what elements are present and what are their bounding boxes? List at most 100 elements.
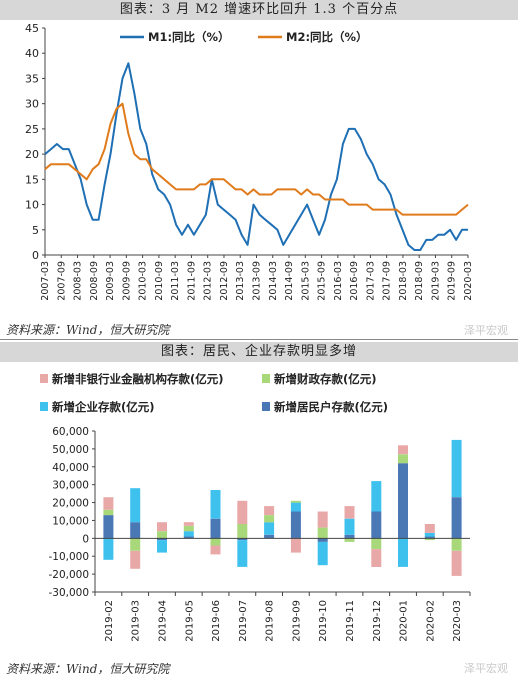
chart2-x-tick-label: 2019-06: [211, 600, 222, 642]
chart1-x-tick-label: 2010-03: [138, 261, 149, 301]
chart1-x-tick-label: 2016-09: [349, 261, 360, 301]
chart2-bar-household: [398, 463, 408, 539]
chart1-x-tick-label: 2012-09: [219, 261, 230, 301]
chart1-x-tick-label: 2019-03: [430, 261, 441, 301]
chart2-bar-fiscal: [237, 524, 248, 539]
chart2-legend-swatch: [40, 402, 48, 411]
chart2-x-tick-label: 2019-02: [104, 600, 115, 642]
chart1-y-tick-label: 30: [25, 98, 39, 111]
chart1-y-axis: 0 5 10 15 20 25 30 35 40 45: [25, 22, 45, 262]
chart2-bar-fiscal: [290, 500, 301, 503]
chart2-y-axis: -30,000 -20,000 -10,000 0 10,000 20,000 30,000…: [48, 426, 96, 599]
chart1-x-tick-label: 2015-09: [317, 261, 328, 301]
chart1-legend-label: M1:同比（%）: [148, 30, 230, 44]
chart2-bar-household: [103, 515, 114, 539]
chart1-x-tick-label: 2008-03: [73, 261, 84, 301]
chart2-x-tick-label: 2019-08: [265, 600, 276, 642]
chart2-bar-fiscal: [398, 454, 408, 464]
chart1-x-tick-label: 2012-03: [203, 261, 214, 301]
chart2-y-tick-label: -10,000: [48, 551, 89, 563]
chart2-bar-fiscal: [130, 538, 141, 551]
chart2-bar-corp: [157, 540, 167, 553]
chart1-x-tick-label: 2007-09: [56, 261, 67, 301]
chart2-x-tick-label: 2019-04: [157, 600, 168, 642]
chart2-bar-corp: [317, 541, 328, 566]
chart2-bar-corp: [371, 481, 382, 512]
chart2-source: 资料来源：Wind，恒大研究院: [6, 662, 170, 676]
chart2-y-tick-label: -20,000: [48, 569, 89, 581]
chart1-x-tick-label: 2009-09: [121, 261, 132, 301]
chart2-bar-corp: [398, 538, 408, 567]
chart2-y-tick-label: 20,000: [52, 498, 89, 510]
chart2-legend: 新增非银行业金融机构存款(亿元) 新增财政存款(亿元) 新增企业存款(亿元) 新增居民…: [40, 372, 388, 414]
chart1-x-tick-label: 2011-03: [170, 261, 181, 301]
chart2-bar-fiscal: [344, 538, 355, 542]
chart1-series-m1-line: [44, 62, 468, 251]
chart1-x-tick-label: 2007-03: [40, 261, 51, 301]
chart2-bar-fiscal: [210, 538, 221, 546]
chart2-x-tick-label: 2019-05: [184, 600, 195, 642]
chart2-bar-nonbank: [103, 497, 114, 510]
chart2-bar-corp: [237, 540, 248, 567]
chart1-source: 资料来源：Wind，恒大研究院: [6, 323, 170, 337]
chart2-bar-corp: [130, 488, 141, 523]
chart2-y-tick-label: -30,000: [48, 587, 89, 599]
divider-1: [0, 339, 518, 340]
chart2-svg: 新增非银行业金融机构存款(亿元) 新增财政存款(亿元) 新增企业存款(亿元) 新增居民…: [40, 372, 471, 642]
chart2-bar-corp: [183, 531, 194, 537]
chart1-y-tick-label: 15: [25, 173, 39, 186]
chart1-y-tick-label: 25: [25, 123, 39, 136]
chart1-x-tick-label: 2013-03: [235, 261, 246, 301]
chart2-bar-household: [344, 534, 355, 539]
chart2-y-tick-label: 30,000: [52, 480, 89, 492]
chart2-bar-fiscal: [183, 525, 194, 532]
chart1-y-tick-label: 0: [32, 249, 39, 262]
chart1-y-tick-label: 5: [32, 224, 39, 237]
chart1-x-tick-label: 2017-09: [382, 261, 393, 301]
chart2-legend-swatch: [40, 374, 48, 383]
chart1-legend-label: M2:同比（%）: [286, 30, 368, 44]
chart2-y-tick-label: 0: [82, 533, 89, 545]
chart1-series: [44, 62, 469, 251]
chart2-x-tick-label: 2020-03: [452, 600, 463, 642]
chart2-bar-nonbank: [451, 550, 462, 576]
chart2-x-tick-label: 2019-11: [345, 600, 356, 642]
chart2-x-tick-label: 2020-02: [425, 600, 436, 642]
watermark-1: 泽平宏观: [464, 324, 508, 337]
chart1-x-tick-label: 2014-03: [268, 261, 279, 301]
chart2-legend-label: 新增非银行业金融机构存款(亿元): [52, 372, 224, 386]
chart1-svg: 0 5 10 15 20 25 30 35 40 45 2007-03 2007-09 2008-03…: [25, 22, 474, 301]
chart1-title: 图表：3 月 M2 增速环比回升 1.3 个百分点: [0, 0, 518, 20]
chart2-bar-nonbank: [317, 511, 328, 528]
chart1-x-tick-label: 2016-03: [333, 261, 344, 301]
chart2-bar-corp: [424, 533, 435, 537]
chart2-bar-fiscal: [317, 527, 328, 539]
chart1-y-tick-label: 10: [25, 199, 39, 212]
chart1-y-tick-label: 45: [25, 22, 39, 35]
chart2-bar-nonbank: [290, 538, 301, 553]
chart2-bar-household: [317, 538, 328, 542]
chart2-bar-nonbank: [210, 545, 221, 555]
chart1-x-tick-label: 2011-09: [186, 261, 197, 301]
chart2-bar-fiscal: [103, 509, 114, 516]
chart2-bar-household: [157, 538, 167, 541]
chart2-bar-household: [290, 511, 301, 539]
chart1-legend: M1:同比（%） M2:同比（%）: [120, 30, 368, 44]
chart2-legend-label: 新增财政存款(亿元): [274, 372, 377, 386]
chart2-bar-corp: [344, 518, 355, 535]
chart2-bar-corp: [451, 439, 462, 498]
chart1-x-tick-label: 2013-09: [252, 261, 263, 301]
chart1-x-tick-label: 2018-03: [398, 261, 409, 301]
chart2-bar-corp: [290, 502, 301, 512]
chart1-y-tick-label: 40: [25, 47, 39, 60]
chart1-x-tick-label: 2019-09: [447, 261, 458, 301]
chart1-x-tick-label: 2008-09: [89, 261, 100, 301]
chart2-bar-nonbank: [157, 522, 167, 532]
chart2-title: 图表：居民、企业存款明显多增: [0, 342, 518, 362]
chart2-bar-corp: [264, 522, 275, 535]
chart2-bar-fiscal: [264, 515, 275, 523]
chart2-bar-household: [210, 518, 221, 539]
chart1-x-tick-label: 2010-09: [154, 261, 165, 301]
chart2-bar-nonbank: [130, 550, 141, 569]
chart2-bar-household: [264, 534, 275, 539]
